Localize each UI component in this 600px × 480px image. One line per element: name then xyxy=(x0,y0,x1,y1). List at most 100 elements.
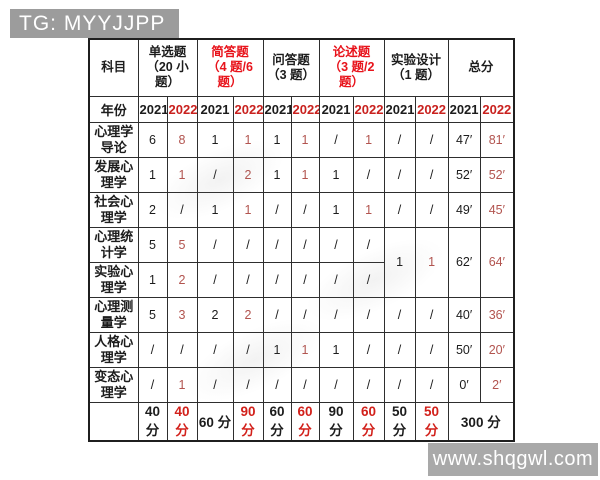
value-cell: / xyxy=(352,296,385,333)
value-cell: 1 xyxy=(196,121,234,158)
value-cell: / xyxy=(383,121,416,158)
subject-cell: 变态心理学 xyxy=(88,366,139,403)
subject-cell: 心理统计学 xyxy=(88,226,139,263)
value-cell: 1 xyxy=(232,191,264,228)
total-cell: 40 分 xyxy=(166,401,198,441)
column-group-header: 简答题 （4 题/6 题） xyxy=(196,38,264,97)
column-subtitle: （3 题） xyxy=(267,67,315,82)
value-cell: / xyxy=(383,331,416,368)
total-cell: 60 分 xyxy=(196,401,234,441)
value-cell: 1 xyxy=(352,121,385,158)
column-subtitle: （1 题） xyxy=(392,67,441,82)
value-cell: 1 xyxy=(137,156,168,193)
value-cell: 40′ xyxy=(447,296,481,333)
year-cell: 2021 xyxy=(447,95,481,123)
value-cell: / xyxy=(352,366,385,403)
year-cell: 2021 xyxy=(383,95,416,123)
value-cell: / xyxy=(196,331,234,368)
subject-cell: 心理测量学 xyxy=(88,296,139,333)
total-cell: 50 分 xyxy=(383,401,416,441)
value-cell: / xyxy=(166,191,198,228)
value-cell: / xyxy=(290,226,320,263)
exam-structure-table-wrap: 科目 单选题 （20 小题） 简答题 （4 题/6 题） 问答题 （3 题） 论述题 （3 题/… xyxy=(88,38,516,442)
column-group-header: 实验设计 （1 题） xyxy=(383,38,449,97)
value-cell: 49′ xyxy=(447,191,481,228)
value-cell: 2 xyxy=(232,296,264,333)
value-cell: / xyxy=(290,366,320,403)
value-cell: 1 xyxy=(318,331,354,368)
value-cell: / xyxy=(196,366,234,403)
value-cell: / xyxy=(262,261,292,298)
value-cell: / xyxy=(290,296,320,333)
value-cell: / xyxy=(196,156,234,193)
value-cell: / xyxy=(414,191,449,228)
value-cell: / xyxy=(414,331,449,368)
year-cell: 2022 xyxy=(414,95,449,123)
value-cell: 1 xyxy=(290,331,320,368)
subject-row: 社会心理学 2/1 1//1 1//49′ 45′ xyxy=(88,191,515,228)
column-title: 论述题 xyxy=(332,45,371,60)
value-cell: 20′ xyxy=(479,331,515,368)
year-cell: 2022 xyxy=(290,95,320,123)
exam-structure-table: 科目 单选题 （20 小题） 简答题 （4 题/6 题） 问答题 （3 题） 论述题 （3 题/… xyxy=(88,38,516,442)
subject-row: 心理学导论 6 8 1 1 1 1/1//47′ 81′ xyxy=(88,121,515,158)
year-cell: 2022 xyxy=(166,95,198,123)
value-cell: / xyxy=(137,331,168,368)
value-cell: / xyxy=(414,156,449,193)
header-row: 科目 单选题 （20 小题） 简答题 （4 题/6 题） 问答题 （3 题） 论述题 （3 题/… xyxy=(88,38,515,97)
value-cell: 36′ xyxy=(479,296,515,333)
value-cell: 52′ xyxy=(447,156,481,193)
value-cell: / xyxy=(262,296,292,333)
value-cell: 3 xyxy=(166,296,198,333)
column-group-header: 问答题 （3 题） xyxy=(262,38,320,97)
year-row: 年份 2021 2022 2021 2022 2021 2022 2021 2022 2021 20… xyxy=(88,95,515,123)
value-cell: / xyxy=(383,156,416,193)
year-label-cell: 年份 xyxy=(88,95,139,123)
value-cell: 1 xyxy=(318,156,354,193)
value-cell: / xyxy=(318,121,354,158)
value-cell: 1 xyxy=(290,156,320,193)
column-subtitle: （4 题/6 题） xyxy=(207,60,253,90)
column-title: 总分 xyxy=(468,60,494,75)
value-cell: / xyxy=(318,261,354,298)
value-cell: / xyxy=(232,366,264,403)
value-cell: 5 xyxy=(166,226,198,263)
column-title: 单选题 xyxy=(148,45,187,60)
value-cell: / xyxy=(196,226,234,263)
year-cell: 2022 xyxy=(232,95,264,123)
totals-row: 40 分 40 分 60 分 90 分 60 分 60 分 90 分 60 分 50 分 50 分… xyxy=(88,401,515,441)
value-cell: / xyxy=(262,366,292,403)
total-cell: 60 分 xyxy=(290,401,320,441)
value-cell: / xyxy=(383,296,416,333)
year-cell: 2021 xyxy=(262,95,292,123)
total-cell: 40 分 xyxy=(137,401,168,441)
value-cell: / xyxy=(352,331,385,368)
value-cell: / xyxy=(352,156,385,193)
value-cell: 1 xyxy=(414,226,449,298)
value-cell: / xyxy=(414,121,449,158)
value-cell: / xyxy=(196,261,234,298)
subject-row: 变态心理学/1// / / / / //0′ 2′ xyxy=(88,366,515,403)
year-cell: 2022 xyxy=(352,95,385,123)
year-cell: 2021 xyxy=(318,95,354,123)
subject-row: 人格心理学 / / //1 1 1///50′ 20′ xyxy=(88,331,515,368)
value-cell: 1 xyxy=(196,191,234,228)
value-cell: 1 xyxy=(262,121,292,158)
value-cell: 2 xyxy=(196,296,234,333)
value-cell: / xyxy=(262,191,292,228)
column-group-header: 单选题 （20 小题） xyxy=(137,38,198,97)
value-cell: 50′ xyxy=(447,331,481,368)
year-cell: 2021 xyxy=(137,95,168,123)
value-cell: 1 xyxy=(318,191,354,228)
column-group-header: 总分 xyxy=(447,38,515,97)
value-cell: 64′ xyxy=(479,226,515,298)
total-cell: 90 分 xyxy=(318,401,354,441)
value-cell: / xyxy=(383,191,416,228)
totals-label-cell xyxy=(88,401,139,441)
value-cell: 1 xyxy=(383,226,416,298)
subject-row: 心理统计学 5 5// / / //1 1 62′ 64′ xyxy=(88,226,515,298)
value-cell: 1 xyxy=(262,331,292,368)
value-cell: / xyxy=(318,226,354,263)
value-cell: / xyxy=(137,366,168,403)
website-watermark-bar: www.shqgwl.com xyxy=(428,443,598,476)
